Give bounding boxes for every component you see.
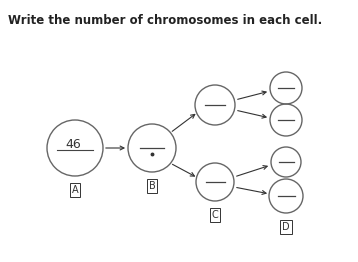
Text: 46: 46 bbox=[65, 139, 81, 151]
Text: A: A bbox=[72, 185, 78, 195]
Text: C: C bbox=[212, 210, 218, 220]
Text: Write the number of chromosomes in each cell.: Write the number of chromosomes in each … bbox=[8, 14, 322, 27]
Text: B: B bbox=[149, 181, 155, 191]
Text: D: D bbox=[282, 222, 290, 232]
